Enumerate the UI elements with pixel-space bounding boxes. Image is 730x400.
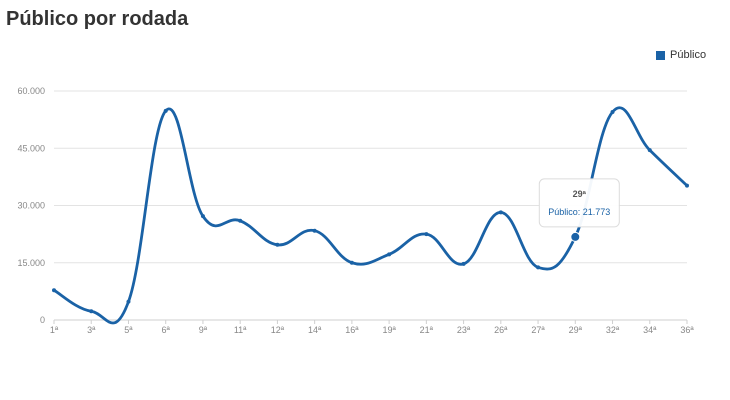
x-tick-label: 32ª <box>606 325 620 335</box>
x-tick-label: 21ª <box>420 325 434 335</box>
x-tick-label: 14ª <box>308 325 322 335</box>
legend-label: Público <box>670 49 707 61</box>
x-tick-label: 16ª <box>345 325 359 335</box>
x-tick-label: 29ª <box>569 325 583 335</box>
highlighted-point <box>570 231 581 242</box>
chart-title: Público por rodada <box>6 8 189 30</box>
data-point <box>349 260 354 265</box>
y-tick-label: 0 <box>40 315 45 325</box>
x-tick-label: 19ª <box>382 325 396 335</box>
data-point <box>685 183 689 188</box>
tooltip-box <box>538 178 620 228</box>
data-point <box>461 261 466 266</box>
data-point <box>498 210 503 215</box>
data-point <box>163 108 168 113</box>
legend[interactable]: Público <box>656 49 706 61</box>
x-tick-label: 11ª <box>234 325 247 335</box>
legend-swatch <box>656 50 665 60</box>
x-tick-label: 26ª <box>494 325 508 335</box>
data-point <box>536 265 541 270</box>
x-tick-label: 23ª <box>457 325 471 335</box>
tooltip-title: 29ª <box>573 189 587 199</box>
data-point <box>52 288 56 293</box>
tooltip-label: Público: 21.773 <box>548 207 610 217</box>
x-axis: 1ª 3ª 5ª 6ª 9ª 11ª 12ª 14ª 16ª 19ª 21ª 23ª 26ª 27ª 29ª… <box>50 320 694 335</box>
x-tick-label: 5ª <box>124 325 133 335</box>
x-tick-label: 1ª <box>50 325 59 335</box>
data-point <box>238 218 243 223</box>
data-point <box>312 228 317 233</box>
data-point <box>200 214 205 219</box>
x-tick-label: 3ª <box>87 325 96 335</box>
data-point <box>424 232 429 237</box>
data-point <box>387 252 392 257</box>
x-tick-label: 34ª <box>643 325 657 335</box>
data-point <box>647 148 652 153</box>
y-axis: 0 15.000 30.000 45.000 60.000 <box>17 86 45 325</box>
data-point <box>610 109 615 114</box>
tooltip: 29ª Público: 21.773 <box>538 178 620 228</box>
y-tick-label: 30.000 <box>17 201 45 211</box>
x-tick-label: 6ª <box>162 325 171 335</box>
data-point <box>126 299 131 304</box>
y-tick-label: 60.000 <box>17 86 45 96</box>
x-tick-label: 27ª <box>531 325 545 335</box>
y-tick-label: 45.000 <box>17 143 45 153</box>
x-tick-label: 9ª <box>199 325 208 335</box>
data-point <box>89 309 94 314</box>
y-tick-label: 15.000 <box>17 258 45 268</box>
x-tick-label: 36ª <box>680 325 694 335</box>
series-points <box>52 108 689 314</box>
x-tick-label: 12ª <box>271 325 285 335</box>
data-point <box>275 242 280 247</box>
